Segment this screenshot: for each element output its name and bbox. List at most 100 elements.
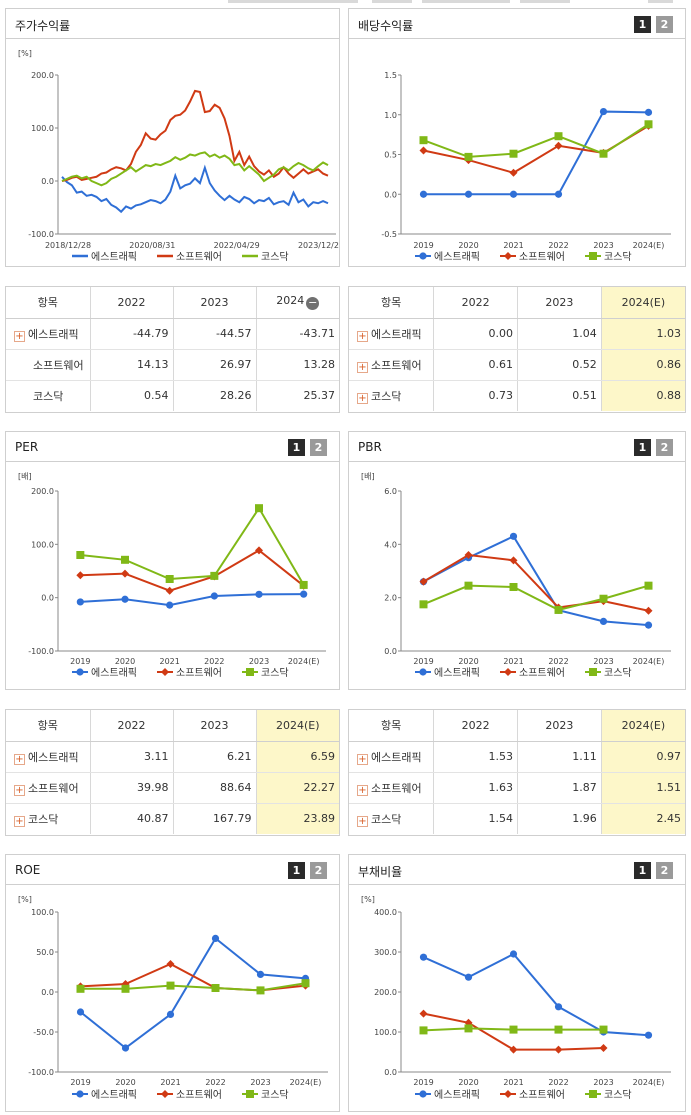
expand-plus-icon[interactable]: + xyxy=(14,784,25,796)
data-point xyxy=(464,152,473,161)
value-cell: 2.45 xyxy=(600,803,685,834)
legend-label: 에스트래픽 xyxy=(91,1089,137,1101)
row-name-cell[interactable]: + 코스닥 xyxy=(349,803,434,834)
period-button-1[interactable]: 1 xyxy=(634,439,651,456)
data-point xyxy=(464,551,473,559)
series-line xyxy=(422,553,649,612)
data-point xyxy=(255,546,263,555)
expand-plus-icon[interactable]: + xyxy=(357,753,368,765)
value-cell: 0.73 xyxy=(433,380,518,411)
header-label: 2024(E) xyxy=(621,295,666,309)
data-point xyxy=(464,581,473,590)
value-cell: 14.13 xyxy=(89,349,173,381)
per-panel: PER 1 2 [배] 200.0 100.0 0.0 -100.0 2019 2020 20… xyxy=(5,431,340,690)
y-tick-label: 200.0 xyxy=(31,487,54,496)
y-tick-label: 4.0 xyxy=(384,540,397,549)
data-point xyxy=(121,555,129,564)
table-row: + 에스트래픽 -44.79 -44.57 -43.71 xyxy=(6,318,339,350)
table-header-cell: 2022 xyxy=(89,287,173,319)
period-button-2[interactable]: 2 xyxy=(656,16,673,33)
row-name-cell[interactable]: + 소프트웨어 xyxy=(6,772,90,804)
expand-plus-icon[interactable]: + xyxy=(14,815,25,827)
row-name-cell[interactable]: + 소프트웨어 xyxy=(349,772,434,804)
legend-marker-icon xyxy=(589,252,597,260)
x-tick-label: 2018/12/28 xyxy=(45,241,91,250)
x-tick-label: 2022 xyxy=(205,1078,225,1087)
period-button-1[interactable]: 1 xyxy=(288,862,305,879)
value-cell: 0.61 xyxy=(433,349,518,381)
expand-plus-icon[interactable]: + xyxy=(357,815,368,827)
y-tick-label: 100.0 xyxy=(31,908,54,917)
per-header: PER 1 2 xyxy=(6,432,339,462)
header-label: 2022 xyxy=(117,718,146,732)
data-point xyxy=(76,598,84,606)
data-point xyxy=(419,190,428,198)
data-point xyxy=(599,1044,608,1052)
data-point xyxy=(419,577,428,586)
row-name-cell[interactable]: + 에스트래픽 xyxy=(6,318,90,350)
data-point xyxy=(255,590,263,598)
y-tick-label: 0.0 xyxy=(384,1068,397,1077)
value-cell: 1.04 xyxy=(516,318,602,350)
value-cell: 26.97 xyxy=(172,349,256,381)
row-name: 소프트웨어 xyxy=(28,781,79,795)
data-point xyxy=(644,108,653,116)
pbr-panel: PBR 1 2 [배] 6.0 4.0 2.0 0.0 2019 2020 2021 2022 2… xyxy=(348,431,686,690)
expand-plus-icon[interactable]: + xyxy=(357,330,368,342)
period-button-1[interactable]: 1 xyxy=(634,16,651,33)
data-point xyxy=(121,595,129,603)
legend-marker-icon xyxy=(419,1090,427,1098)
x-tick-label: 2020 xyxy=(115,657,135,666)
row-name-cell: 소프트웨어 xyxy=(6,349,90,381)
period-button-2[interactable]: 2 xyxy=(656,439,673,456)
y-tick-label: 1.5 xyxy=(384,71,397,80)
period-button-1[interactable]: 1 xyxy=(288,439,305,456)
x-tick-label: 2023 xyxy=(249,657,269,666)
return-table: 항목 2022 2023 2024− + 에스트래픽 -44.79 -44.57 -43.71 소… xyxy=(6,287,339,411)
row-name-cell[interactable]: + 코스닥 xyxy=(6,803,90,834)
data-point xyxy=(166,981,175,990)
expand-plus-icon[interactable]: + xyxy=(357,392,368,404)
data-point xyxy=(644,606,653,615)
data-point xyxy=(76,551,85,559)
expand-plus-icon[interactable]: + xyxy=(14,753,25,765)
row-name-cell[interactable]: + 에스트래픽 xyxy=(349,741,434,773)
value-cell: 13.28 xyxy=(255,349,339,381)
pbr-header: PBR 1 2 xyxy=(349,432,685,462)
x-tick-label: 2023 xyxy=(593,241,613,250)
header-label: 2022 xyxy=(117,295,146,309)
legend-label: 에스트래픽 xyxy=(91,251,137,263)
row-name: 에스트래픽 xyxy=(371,750,422,764)
table-header-row: 항목 2022 2023 2024(E) xyxy=(349,287,685,319)
collapse-minus-icon[interactable]: − xyxy=(306,296,320,311)
expand-plus-icon[interactable]: + xyxy=(14,330,25,342)
period-button-2[interactable]: 2 xyxy=(310,439,327,456)
unit-label: [%] xyxy=(18,49,32,58)
value-cell: 1.03 xyxy=(600,318,685,350)
data-point xyxy=(509,532,518,540)
expand-plus-icon[interactable]: + xyxy=(357,784,368,796)
x-tick-label: 2020 xyxy=(115,1078,135,1087)
legend-label: 소프트웨어 xyxy=(519,1089,565,1101)
data-point xyxy=(121,569,129,578)
row-name-cell[interactable]: + 소프트웨어 xyxy=(349,349,434,381)
legend-marker-icon xyxy=(504,252,512,260)
per-table: 항목 2022 2023 2024(E) + 에스트래픽 3.11 6.21 6.59 + 소프트웨… xyxy=(6,710,339,834)
data-point xyxy=(211,984,220,992)
expand-plus-icon[interactable]: + xyxy=(357,361,368,373)
x-tick-label: 2023 xyxy=(593,1078,613,1087)
value-cell: 0.86 xyxy=(600,349,685,381)
x-tick-label: 2020/08/31 xyxy=(129,241,175,250)
data-point xyxy=(464,973,473,981)
legend-label: 코스닥 xyxy=(604,667,632,679)
legend: 에스트래픽 소프트웨어 코스닥 xyxy=(72,667,289,679)
data-point xyxy=(599,1025,608,1034)
debt-chart: [%] 400.0 300.0 200.0 100.0 0.0 2019 2020 2021 20… xyxy=(361,895,671,1101)
period-button-2[interactable]: 2 xyxy=(310,862,327,879)
row-name-cell[interactable]: + 에스트래픽 xyxy=(6,741,90,773)
unit-label: [%] xyxy=(361,895,375,904)
row-name-cell[interactable]: + 코스닥 xyxy=(349,380,434,411)
period-button-1[interactable]: 1 xyxy=(634,862,651,879)
row-name-cell[interactable]: + 에스트래픽 xyxy=(349,318,434,350)
period-button-2[interactable]: 2 xyxy=(656,862,673,879)
